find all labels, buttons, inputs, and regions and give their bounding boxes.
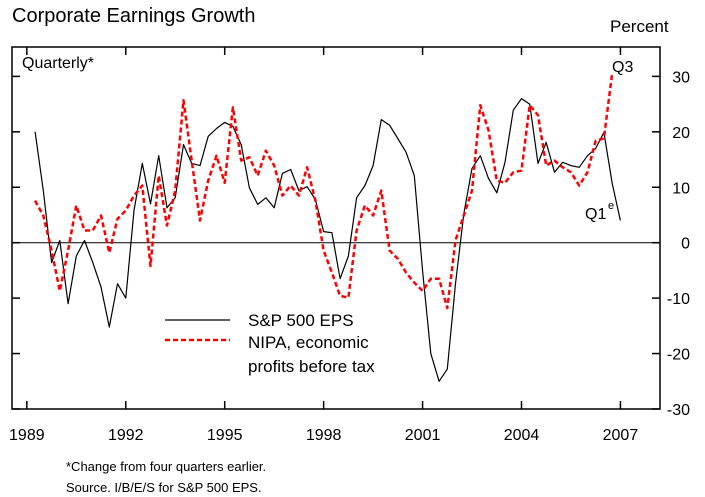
x-tick-label: 1998 [306, 427, 342, 444]
y-tick-label: 20 [672, 125, 690, 142]
legend-label: S&P 500 EPS [248, 311, 354, 330]
plot-frame [11, 46, 661, 410]
x-tick-label: 2001 [405, 427, 441, 444]
series-line [34, 98, 621, 382]
legend-label: NIPA, economic profits before tax [248, 333, 375, 376]
y-axis-label: Percent [610, 17, 669, 36]
series-line [34, 72, 614, 310]
x-tick-label: 2007 [603, 427, 639, 444]
annotation: Q1 [585, 206, 606, 223]
y-tick-label: -30 [667, 402, 690, 419]
x-tick-label: 2004 [504, 427, 540, 444]
y-tick-label: 30 [672, 69, 690, 86]
y-tick-label: 0 [681, 236, 690, 253]
x-tick-label: 1995 [207, 427, 243, 444]
y-tick-label: -20 [667, 347, 690, 364]
note: Quarterly* [22, 55, 94, 72]
annotation-superscript: e [608, 200, 614, 212]
x-tick-label: 1992 [108, 427, 144, 444]
chart-title: Corporate Earnings Growth [12, 5, 255, 27]
x-tick-label: 1989 [9, 427, 45, 444]
annotation: Q3 [612, 59, 633, 76]
y-tick-label: 10 [672, 180, 690, 197]
footnote: *Change from four quarters earlier. [66, 459, 266, 474]
y-tick-label: -10 [667, 291, 690, 308]
footnote: Source. I/B/E/S for S&P 500 EPS. [66, 480, 262, 495]
